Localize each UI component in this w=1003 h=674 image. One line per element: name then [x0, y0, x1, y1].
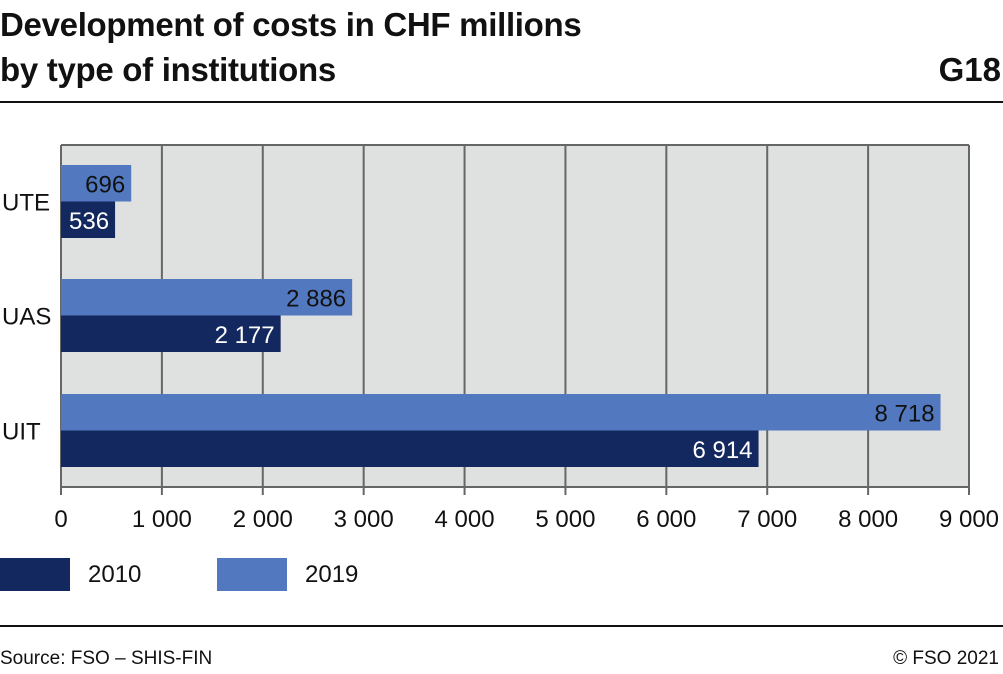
bar-2010-UIT	[61, 430, 759, 467]
data-label: 696	[85, 171, 125, 198]
legend-label-2019: 2019	[305, 560, 359, 588]
data-label: 8 718	[874, 400, 934, 427]
x-tick-label: 1 000	[132, 506, 192, 533]
title-line-1: Development of costs in CHF millions	[0, 6, 582, 43]
bar-2010-UAS	[61, 315, 281, 352]
x-tick-label: 4 000	[435, 506, 495, 533]
legend-swatch-2010	[0, 558, 70, 591]
header-rule	[0, 101, 1003, 103]
x-tick-label: 6 000	[636, 506, 696, 533]
chart-title: Development of costs in CHF millions by …	[0, 2, 582, 92]
copyright: © FSO 2021	[893, 648, 999, 669]
x-tick-label: 8 000	[838, 506, 898, 533]
x-tick-label: 0	[54, 506, 67, 533]
category-label: UIT	[2, 419, 41, 446]
bar-chart: 0 1 000 2 000 3 000 4 000 5 000 6 000 7 000 8 00…	[2, 144, 999, 533]
data-label: 536	[69, 208, 109, 235]
legend-item-2019: 2019	[217, 558, 358, 591]
chart-code: G18	[938, 51, 1001, 88]
bar-2019-UTE	[61, 165, 132, 202]
title-line-2: by type of institutions	[0, 51, 336, 88]
x-tick-label: 3 000	[334, 506, 394, 533]
legend-item-2010: 2010	[0, 558, 141, 591]
data-label: 2 177	[215, 322, 275, 349]
bar-2010-UTE	[61, 201, 116, 238]
legend-label-2010: 2010	[88, 560, 142, 588]
source-note: Source: FSO – SHIS-FIN	[0, 648, 213, 669]
bar-2019-UIT	[61, 394, 941, 431]
category-label: UAS	[2, 304, 51, 331]
data-label: 6 914	[692, 437, 752, 464]
footer-rule	[0, 625, 1003, 627]
x-tick-label: 9 000	[939, 506, 999, 533]
x-tick-label: 5 000	[535, 506, 595, 533]
category-label: UTE	[2, 190, 50, 217]
x-tick-label: 7 000	[737, 506, 797, 533]
x-tick-label: 2 000	[233, 506, 293, 533]
legend-swatch-2019	[217, 558, 287, 591]
data-label: 2 886	[286, 285, 346, 312]
bar-2019-UAS	[61, 279, 353, 316]
